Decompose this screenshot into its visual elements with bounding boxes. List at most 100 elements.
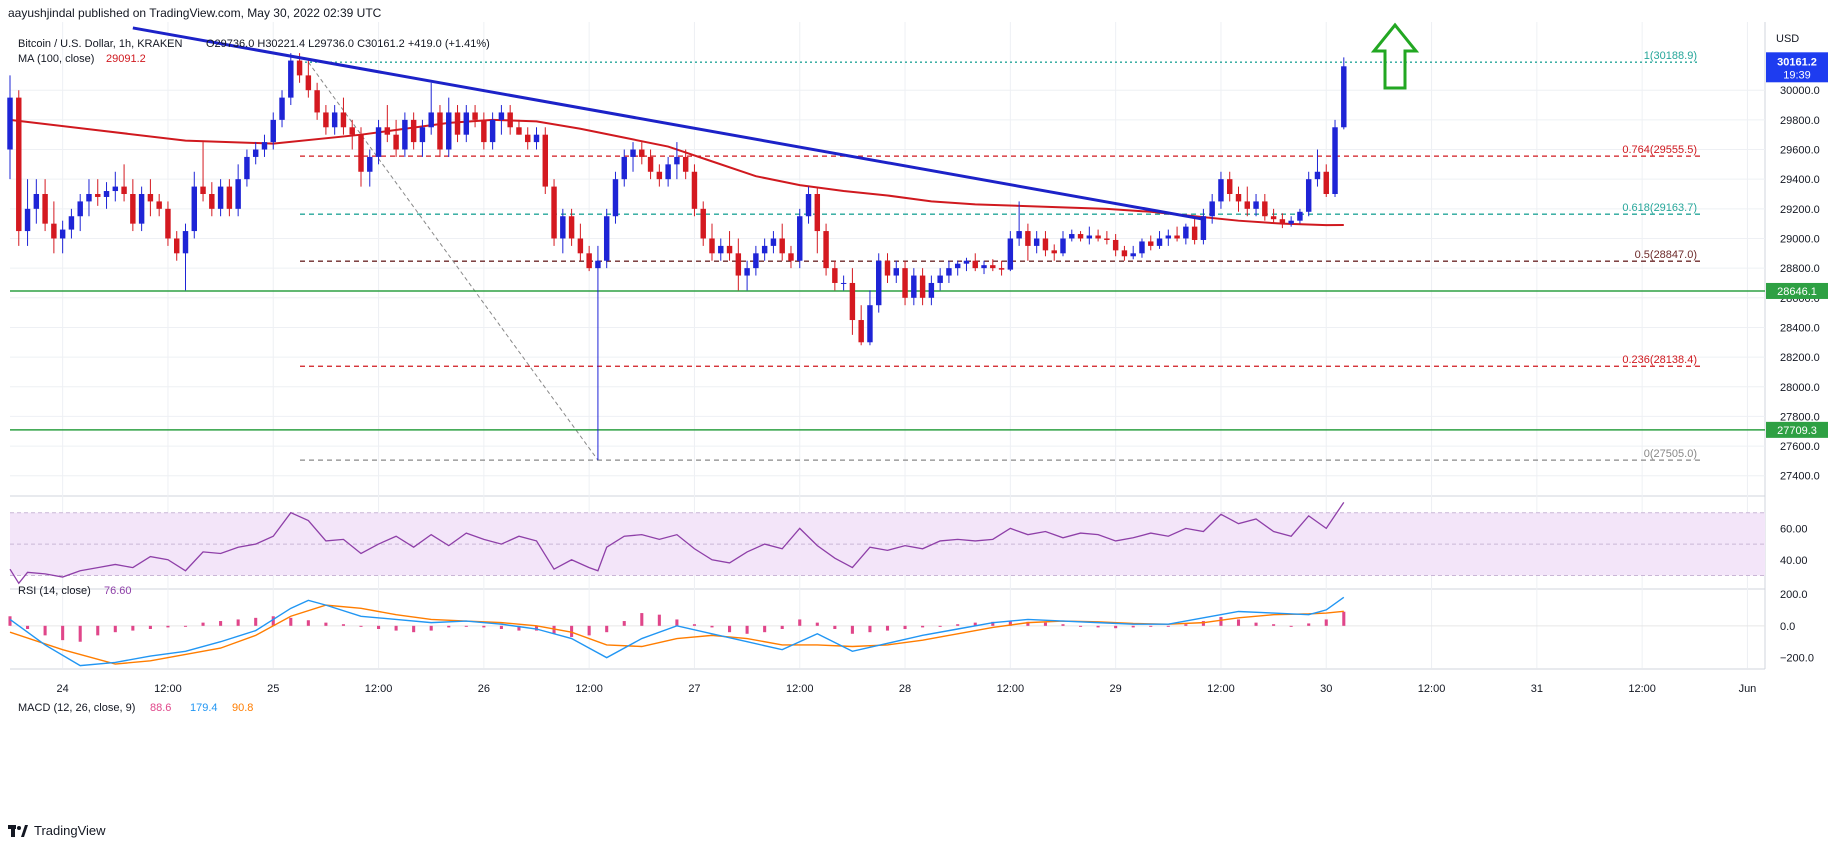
candle-body: [86, 194, 92, 202]
macd-hist-bar: [464, 625, 468, 627]
candle-body: [849, 282, 856, 321]
macd-hist-bar: [956, 624, 960, 626]
support-price-tag: [1766, 282, 1828, 299]
candle-body: [805, 194, 812, 217]
macd-hist-bar: [570, 625, 574, 637]
macd-hist-bar: [1342, 611, 1346, 626]
candle-body: [1016, 231, 1022, 239]
candle-body: [410, 119, 417, 143]
candle-body: [498, 112, 505, 120]
candle-body: [726, 245, 733, 254]
candle-body: [24, 208, 31, 232]
brand-label: TradingView: [34, 823, 106, 838]
macd-hist-value: 88.6: [150, 702, 171, 714]
macd-hist-bar: [815, 622, 819, 626]
candle-body: [1130, 253, 1136, 257]
candle-body: [656, 171, 663, 180]
candle-body: [156, 201, 162, 209]
candle-body: [840, 282, 847, 284]
support-price-label: 27709.3: [1777, 425, 1817, 437]
macd-hist-bar: [745, 625, 749, 634]
candle-body: [998, 268, 1005, 270]
candle-body: [95, 194, 101, 197]
x-tick-label: 31: [1531, 683, 1543, 695]
candle-body: [1323, 171, 1329, 194]
macd-hist-bar: [1079, 625, 1083, 627]
candle-body: [823, 231, 829, 269]
ohlc-values: O29736.0 H30221.4 L29736.0 C30161.2 +419…: [206, 38, 490, 50]
macd-hist-bar: [341, 624, 345, 626]
candle-body: [472, 112, 478, 120]
macd-hist-bar: [692, 624, 696, 626]
macd-hist-bar: [675, 619, 679, 626]
x-tick-label: 12:00: [786, 683, 814, 695]
bearish-trendline: [132, 26, 1204, 221]
candle-body: [1033, 238, 1040, 246]
candle-body: [463, 112, 470, 135]
candle-body: [393, 134, 399, 150]
macd-hist-bar: [359, 625, 363, 627]
candle-body: [103, 191, 110, 197]
candle-body: [454, 112, 461, 135]
macd-y-tick: 200.0: [1780, 589, 1808, 601]
macd-hist-bar: [61, 625, 65, 641]
y-tick-label: 28000.0: [1780, 382, 1820, 394]
candle-body: [402, 119, 408, 150]
y-tick-label: 28200.0: [1780, 352, 1820, 364]
candle-body: [437, 112, 443, 150]
macd-hist-bar: [412, 625, 416, 633]
macd-hist-bar: [1219, 617, 1223, 626]
tradingview-logo-icon: [8, 824, 28, 837]
candle-body: [305, 75, 312, 91]
macd-hist-bar: [903, 625, 907, 629]
candle-body: [1042, 238, 1049, 251]
candle-body: [191, 186, 197, 232]
candle-body: [665, 164, 671, 180]
candle-body: [718, 245, 724, 254]
rsi-y-tick: 60.00: [1780, 523, 1808, 535]
candle-body: [990, 265, 996, 269]
candle-body: [121, 186, 127, 194]
candle-body: [68, 216, 75, 230]
breakout-arrow-icon: [1370, 22, 1420, 90]
candle-body: [42, 194, 48, 224]
currency-label: USD: [1776, 33, 1799, 45]
candle-body: [937, 275, 943, 283]
candle-body: [244, 156, 250, 180]
candle-body: [1165, 235, 1172, 239]
macd-hist-bar: [1254, 622, 1258, 626]
candle-body: [779, 238, 785, 254]
macd-hist-bar: [429, 625, 433, 631]
candle-body: [1148, 241, 1154, 246]
macd-hist-bar: [377, 625, 381, 629]
macd-hist-bar: [113, 625, 117, 633]
candle-body: [560, 216, 566, 239]
y-tick-label: 29200.0: [1780, 204, 1820, 216]
candle-body: [489, 119, 496, 143]
candle-body: [507, 112, 513, 128]
candle-body: [261, 142, 268, 150]
x-tick-label: 24: [57, 683, 69, 695]
candle-body: [314, 90, 320, 113]
bar-countdown: 19:39: [1783, 69, 1811, 81]
macd-hist-bar: [1026, 621, 1030, 626]
candle-body: [954, 263, 961, 269]
macd-hist-bar: [306, 620, 310, 626]
symbol-name: Bitcoin / U.S. Dollar, 1h, KRAKEN: [18, 38, 183, 50]
macd-hist-bar: [271, 616, 275, 626]
candle-body: [165, 208, 171, 239]
candle-body: [753, 253, 759, 269]
candle-body: [516, 127, 522, 135]
x-tick-label: 27: [688, 683, 700, 695]
x-tick-label: 28: [899, 683, 911, 695]
candle-body: [331, 112, 338, 128]
macd-hist-bar: [552, 625, 556, 634]
macd-hist-bar: [482, 625, 486, 628]
x-tick-label: 12:00: [997, 683, 1025, 695]
macd-hist-bar: [1131, 625, 1135, 628]
macd-hist-bar: [991, 621, 995, 626]
macd-hist-bar: [236, 619, 240, 626]
candle-body: [621, 156, 627, 180]
x-tick-label: 12:00: [1207, 683, 1235, 695]
